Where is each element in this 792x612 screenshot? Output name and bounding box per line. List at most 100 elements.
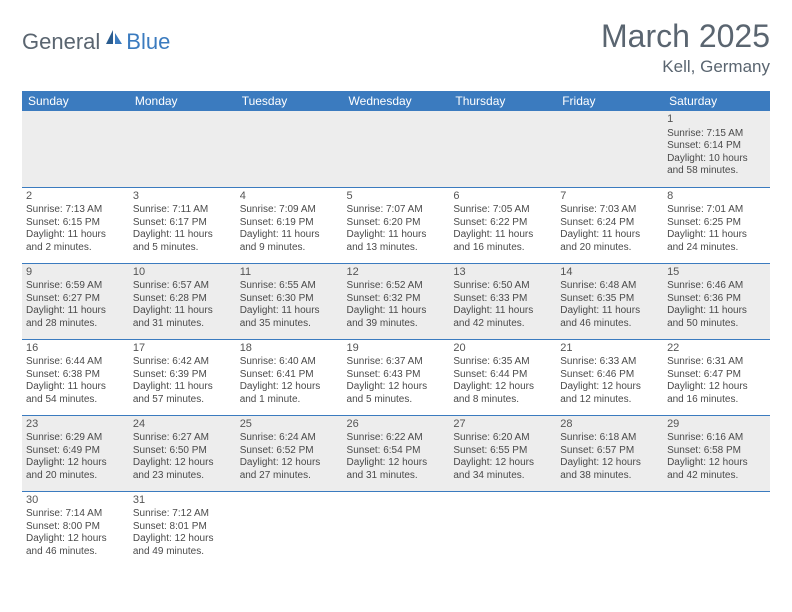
calendar-day-cell (343, 111, 450, 187)
calendar-day-cell: 12Sunrise: 6:52 AMSunset: 6:32 PMDayligh… (343, 263, 450, 339)
sunset-text: Sunset: 8:00 PM (26, 521, 125, 534)
sunrise-text: Sunrise: 6:35 AM (453, 356, 552, 369)
weekday-header: Saturday (663, 91, 770, 111)
month-title: March 2025 (601, 18, 770, 55)
calendar-day-cell (236, 111, 343, 187)
daylight-text: Daylight: 12 hours and 12 minutes. (560, 381, 659, 406)
daylight-text: Daylight: 12 hours and 42 minutes. (667, 457, 766, 482)
day-number: 17 (133, 342, 232, 356)
logo-text-general: General (22, 29, 100, 55)
calendar-week-row: 23Sunrise: 6:29 AMSunset: 6:49 PMDayligh… (22, 415, 770, 491)
sunrise-text: Sunrise: 6:44 AM (26, 356, 125, 369)
daylight-text: Daylight: 12 hours and 38 minutes. (560, 457, 659, 482)
day-number: 22 (667, 342, 766, 356)
sunrise-text: Sunrise: 6:20 AM (453, 432, 552, 445)
calendar-day-cell: 27Sunrise: 6:20 AMSunset: 6:55 PMDayligh… (449, 415, 556, 491)
day-number: 9 (26, 266, 125, 280)
daylight-text: Daylight: 11 hours and 31 minutes. (133, 305, 232, 330)
sunrise-text: Sunrise: 6:57 AM (133, 280, 232, 293)
day-number: 25 (240, 418, 339, 432)
calendar-day-cell: 19Sunrise: 6:37 AMSunset: 6:43 PMDayligh… (343, 339, 450, 415)
day-number: 31 (133, 494, 232, 508)
sunrise-text: Sunrise: 6:37 AM (347, 356, 446, 369)
sunset-text: Sunset: 6:35 PM (560, 293, 659, 306)
day-number: 5 (347, 190, 446, 204)
sunset-text: Sunset: 6:33 PM (453, 293, 552, 306)
sunset-text: Sunset: 6:14 PM (667, 140, 766, 153)
calendar-day-cell: 29Sunrise: 6:16 AMSunset: 6:58 PMDayligh… (663, 415, 770, 491)
sunset-text: Sunset: 6:43 PM (347, 369, 446, 382)
calendar-day-cell (129, 111, 236, 187)
daylight-text: Daylight: 12 hours and 23 minutes. (133, 457, 232, 482)
calendar-day-cell: 24Sunrise: 6:27 AMSunset: 6:50 PMDayligh… (129, 415, 236, 491)
calendar-day-cell (556, 491, 663, 567)
sunrise-text: Sunrise: 6:40 AM (240, 356, 339, 369)
daylight-text: Daylight: 11 hours and 24 minutes. (667, 229, 766, 254)
sunrise-text: Sunrise: 6:33 AM (560, 356, 659, 369)
sunrise-text: Sunrise: 7:07 AM (347, 204, 446, 217)
sunset-text: Sunset: 6:17 PM (133, 217, 232, 230)
calendar-week-row: 9Sunrise: 6:59 AMSunset: 6:27 PMDaylight… (22, 263, 770, 339)
weekday-header: Monday (129, 91, 236, 111)
calendar-day-cell: 28Sunrise: 6:18 AMSunset: 6:57 PMDayligh… (556, 415, 663, 491)
sunrise-text: Sunrise: 6:42 AM (133, 356, 232, 369)
sunset-text: Sunset: 6:49 PM (26, 445, 125, 458)
sunrise-text: Sunrise: 6:24 AM (240, 432, 339, 445)
daylight-text: Daylight: 12 hours and 5 minutes. (347, 381, 446, 406)
calendar-week-row: 2Sunrise: 7:13 AMSunset: 6:15 PMDaylight… (22, 187, 770, 263)
sunrise-text: Sunrise: 6:27 AM (133, 432, 232, 445)
sail-icon (104, 28, 124, 51)
daylight-text: Daylight: 12 hours and 16 minutes. (667, 381, 766, 406)
day-number: 13 (453, 266, 552, 280)
calendar-day-cell: 21Sunrise: 6:33 AMSunset: 6:46 PMDayligh… (556, 339, 663, 415)
sunrise-text: Sunrise: 7:13 AM (26, 204, 125, 217)
daylight-text: Daylight: 11 hours and 39 minutes. (347, 305, 446, 330)
day-number: 11 (240, 266, 339, 280)
sunset-text: Sunset: 6:32 PM (347, 293, 446, 306)
daylight-text: Daylight: 12 hours and 8 minutes. (453, 381, 552, 406)
sunset-text: Sunset: 6:50 PM (133, 445, 232, 458)
day-number: 10 (133, 266, 232, 280)
calendar-day-cell: 22Sunrise: 6:31 AMSunset: 6:47 PMDayligh… (663, 339, 770, 415)
day-number: 21 (560, 342, 659, 356)
day-number: 12 (347, 266, 446, 280)
calendar-week-row: 1Sunrise: 7:15 AMSunset: 6:14 PMDaylight… (22, 111, 770, 187)
calendar-day-cell (449, 111, 556, 187)
location: Kell, Germany (601, 57, 770, 77)
calendar-day-cell: 11Sunrise: 6:55 AMSunset: 6:30 PMDayligh… (236, 263, 343, 339)
calendar-day-cell: 6Sunrise: 7:05 AMSunset: 6:22 PMDaylight… (449, 187, 556, 263)
day-number: 27 (453, 418, 552, 432)
day-number: 7 (560, 190, 659, 204)
sunrise-text: Sunrise: 6:22 AM (347, 432, 446, 445)
calendar-day-cell: 23Sunrise: 6:29 AMSunset: 6:49 PMDayligh… (22, 415, 129, 491)
day-number: 6 (453, 190, 552, 204)
sunset-text: Sunset: 6:46 PM (560, 369, 659, 382)
calendar-day-cell: 3Sunrise: 7:11 AMSunset: 6:17 PMDaylight… (129, 187, 236, 263)
header: General Blue March 2025 Kell, Germany (22, 18, 770, 77)
daylight-text: Daylight: 11 hours and 54 minutes. (26, 381, 125, 406)
calendar-day-cell: 10Sunrise: 6:57 AMSunset: 6:28 PMDayligh… (129, 263, 236, 339)
calendar-day-cell: 2Sunrise: 7:13 AMSunset: 6:15 PMDaylight… (22, 187, 129, 263)
calendar-day-cell: 4Sunrise: 7:09 AMSunset: 6:19 PMDaylight… (236, 187, 343, 263)
daylight-text: Daylight: 11 hours and 35 minutes. (240, 305, 339, 330)
daylight-text: Daylight: 12 hours and 34 minutes. (453, 457, 552, 482)
calendar-day-cell (556, 111, 663, 187)
calendar-day-cell (449, 491, 556, 567)
sunrise-text: Sunrise: 7:11 AM (133, 204, 232, 217)
sunset-text: Sunset: 6:28 PM (133, 293, 232, 306)
sunrise-text: Sunrise: 6:50 AM (453, 280, 552, 293)
sunset-text: Sunset: 6:20 PM (347, 217, 446, 230)
calendar-day-cell: 16Sunrise: 6:44 AMSunset: 6:38 PMDayligh… (22, 339, 129, 415)
sunset-text: Sunset: 6:15 PM (26, 217, 125, 230)
sunrise-text: Sunrise: 6:48 AM (560, 280, 659, 293)
daylight-text: Daylight: 11 hours and 42 minutes. (453, 305, 552, 330)
daylight-text: Daylight: 11 hours and 2 minutes. (26, 229, 125, 254)
day-number: 29 (667, 418, 766, 432)
weekday-header: Wednesday (343, 91, 450, 111)
calendar-table: Sunday Monday Tuesday Wednesday Thursday… (22, 91, 770, 567)
day-number: 14 (560, 266, 659, 280)
sunrise-text: Sunrise: 6:46 AM (667, 280, 766, 293)
sunset-text: Sunset: 6:19 PM (240, 217, 339, 230)
daylight-text: Daylight: 11 hours and 46 minutes. (560, 305, 659, 330)
daylight-text: Daylight: 12 hours and 1 minute. (240, 381, 339, 406)
